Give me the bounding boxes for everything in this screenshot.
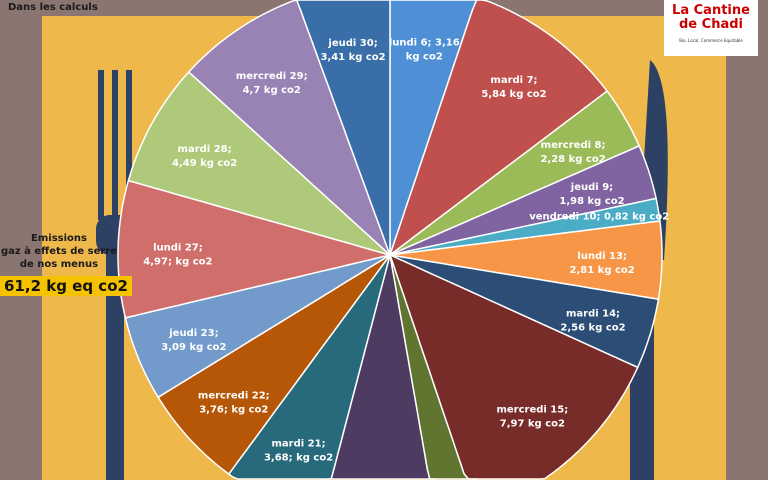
emissions-label: Emissions gaz à effets de serre de nos m… (0, 232, 118, 271)
slice-label: lundi 13; (577, 251, 627, 262)
slice-label: 4,97; kg co2 (143, 256, 212, 267)
slice-label: 1,98 kg co2 (559, 196, 624, 207)
logo-name: La Cantine de Chadi (672, 3, 750, 32)
slice-label: mercredi 29; (236, 71, 308, 82)
slice-label: mardi 21; (272, 438, 326, 449)
slice-label: kg co2 (406, 52, 443, 63)
slice-label: lundi 6; 3,16 (389, 38, 460, 49)
total-emissions: 61,2 kg eq co2 (0, 276, 132, 296)
slice-label: 3,41 kg co2 (320, 52, 385, 63)
slice-label: mercredi 22; (198, 391, 270, 402)
calc-note: Dans les calculs (8, 2, 98, 13)
slice-label: vendredi 10; 0,82 kg co2 (529, 212, 669, 223)
slice-label: jeudi 30; (327, 38, 377, 49)
slice-label: 5,84 kg co2 (481, 89, 546, 100)
slice-label: 3,68; kg co2 (264, 452, 333, 463)
emissions-line2: gaz à effets de serre (0, 246, 118, 257)
pie-slice (295, 0, 391, 256)
slice-label: mardi 14; (566, 309, 620, 320)
slice-label: 4,49 kg co2 (172, 158, 237, 169)
emissions-line1: Emissions (31, 233, 87, 244)
logo: La Cantine de Chadi Bio, Local, Commerce… (664, 0, 758, 56)
slice-label: lundi 27; (153, 242, 203, 253)
slice-label: mardi 7; (490, 75, 537, 86)
slice-label: 3,76; kg co2 (199, 405, 268, 416)
slice-label: jeudi 9; (570, 182, 613, 193)
emissions-line3: de nos menus (19, 259, 99, 270)
slice-label: jeudi 23; (168, 328, 218, 339)
slice-label: mardi 28; (178, 144, 232, 155)
slice-label: mercredi 15; (496, 404, 568, 415)
slice-label: 3,09 kg co2 (161, 342, 226, 353)
slice-label: 4,7 kg co2 (243, 85, 301, 96)
logo-tagline: Bio, Local, Commerce Equitable (679, 38, 743, 43)
slice-label: mercredi 8; (541, 140, 606, 151)
slice-label: 2,56 kg co2 (560, 323, 625, 334)
slice-label: 7,97 kg co2 (500, 418, 565, 429)
slice-label: 2,28 kg co2 (540, 154, 605, 165)
slice-label: 2,81 kg co2 (570, 265, 635, 276)
